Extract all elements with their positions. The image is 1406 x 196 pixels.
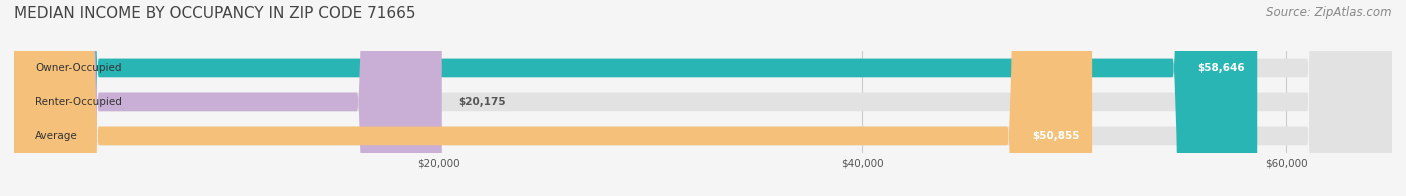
Text: $20,175: $20,175: [458, 97, 506, 107]
Text: Owner-Occupied: Owner-Occupied: [35, 63, 122, 73]
Text: Average: Average: [35, 131, 77, 141]
FancyBboxPatch shape: [14, 0, 1392, 196]
Text: $58,646: $58,646: [1197, 63, 1244, 73]
Text: Renter-Occupied: Renter-Occupied: [35, 97, 122, 107]
Text: Source: ZipAtlas.com: Source: ZipAtlas.com: [1267, 6, 1392, 19]
FancyBboxPatch shape: [14, 0, 1392, 196]
Text: $50,855: $50,855: [1032, 131, 1080, 141]
FancyBboxPatch shape: [14, 0, 1392, 196]
FancyBboxPatch shape: [14, 0, 441, 196]
Text: MEDIAN INCOME BY OCCUPANCY IN ZIP CODE 71665: MEDIAN INCOME BY OCCUPANCY IN ZIP CODE 7…: [14, 6, 416, 21]
FancyBboxPatch shape: [14, 0, 1257, 196]
FancyBboxPatch shape: [14, 0, 1092, 196]
